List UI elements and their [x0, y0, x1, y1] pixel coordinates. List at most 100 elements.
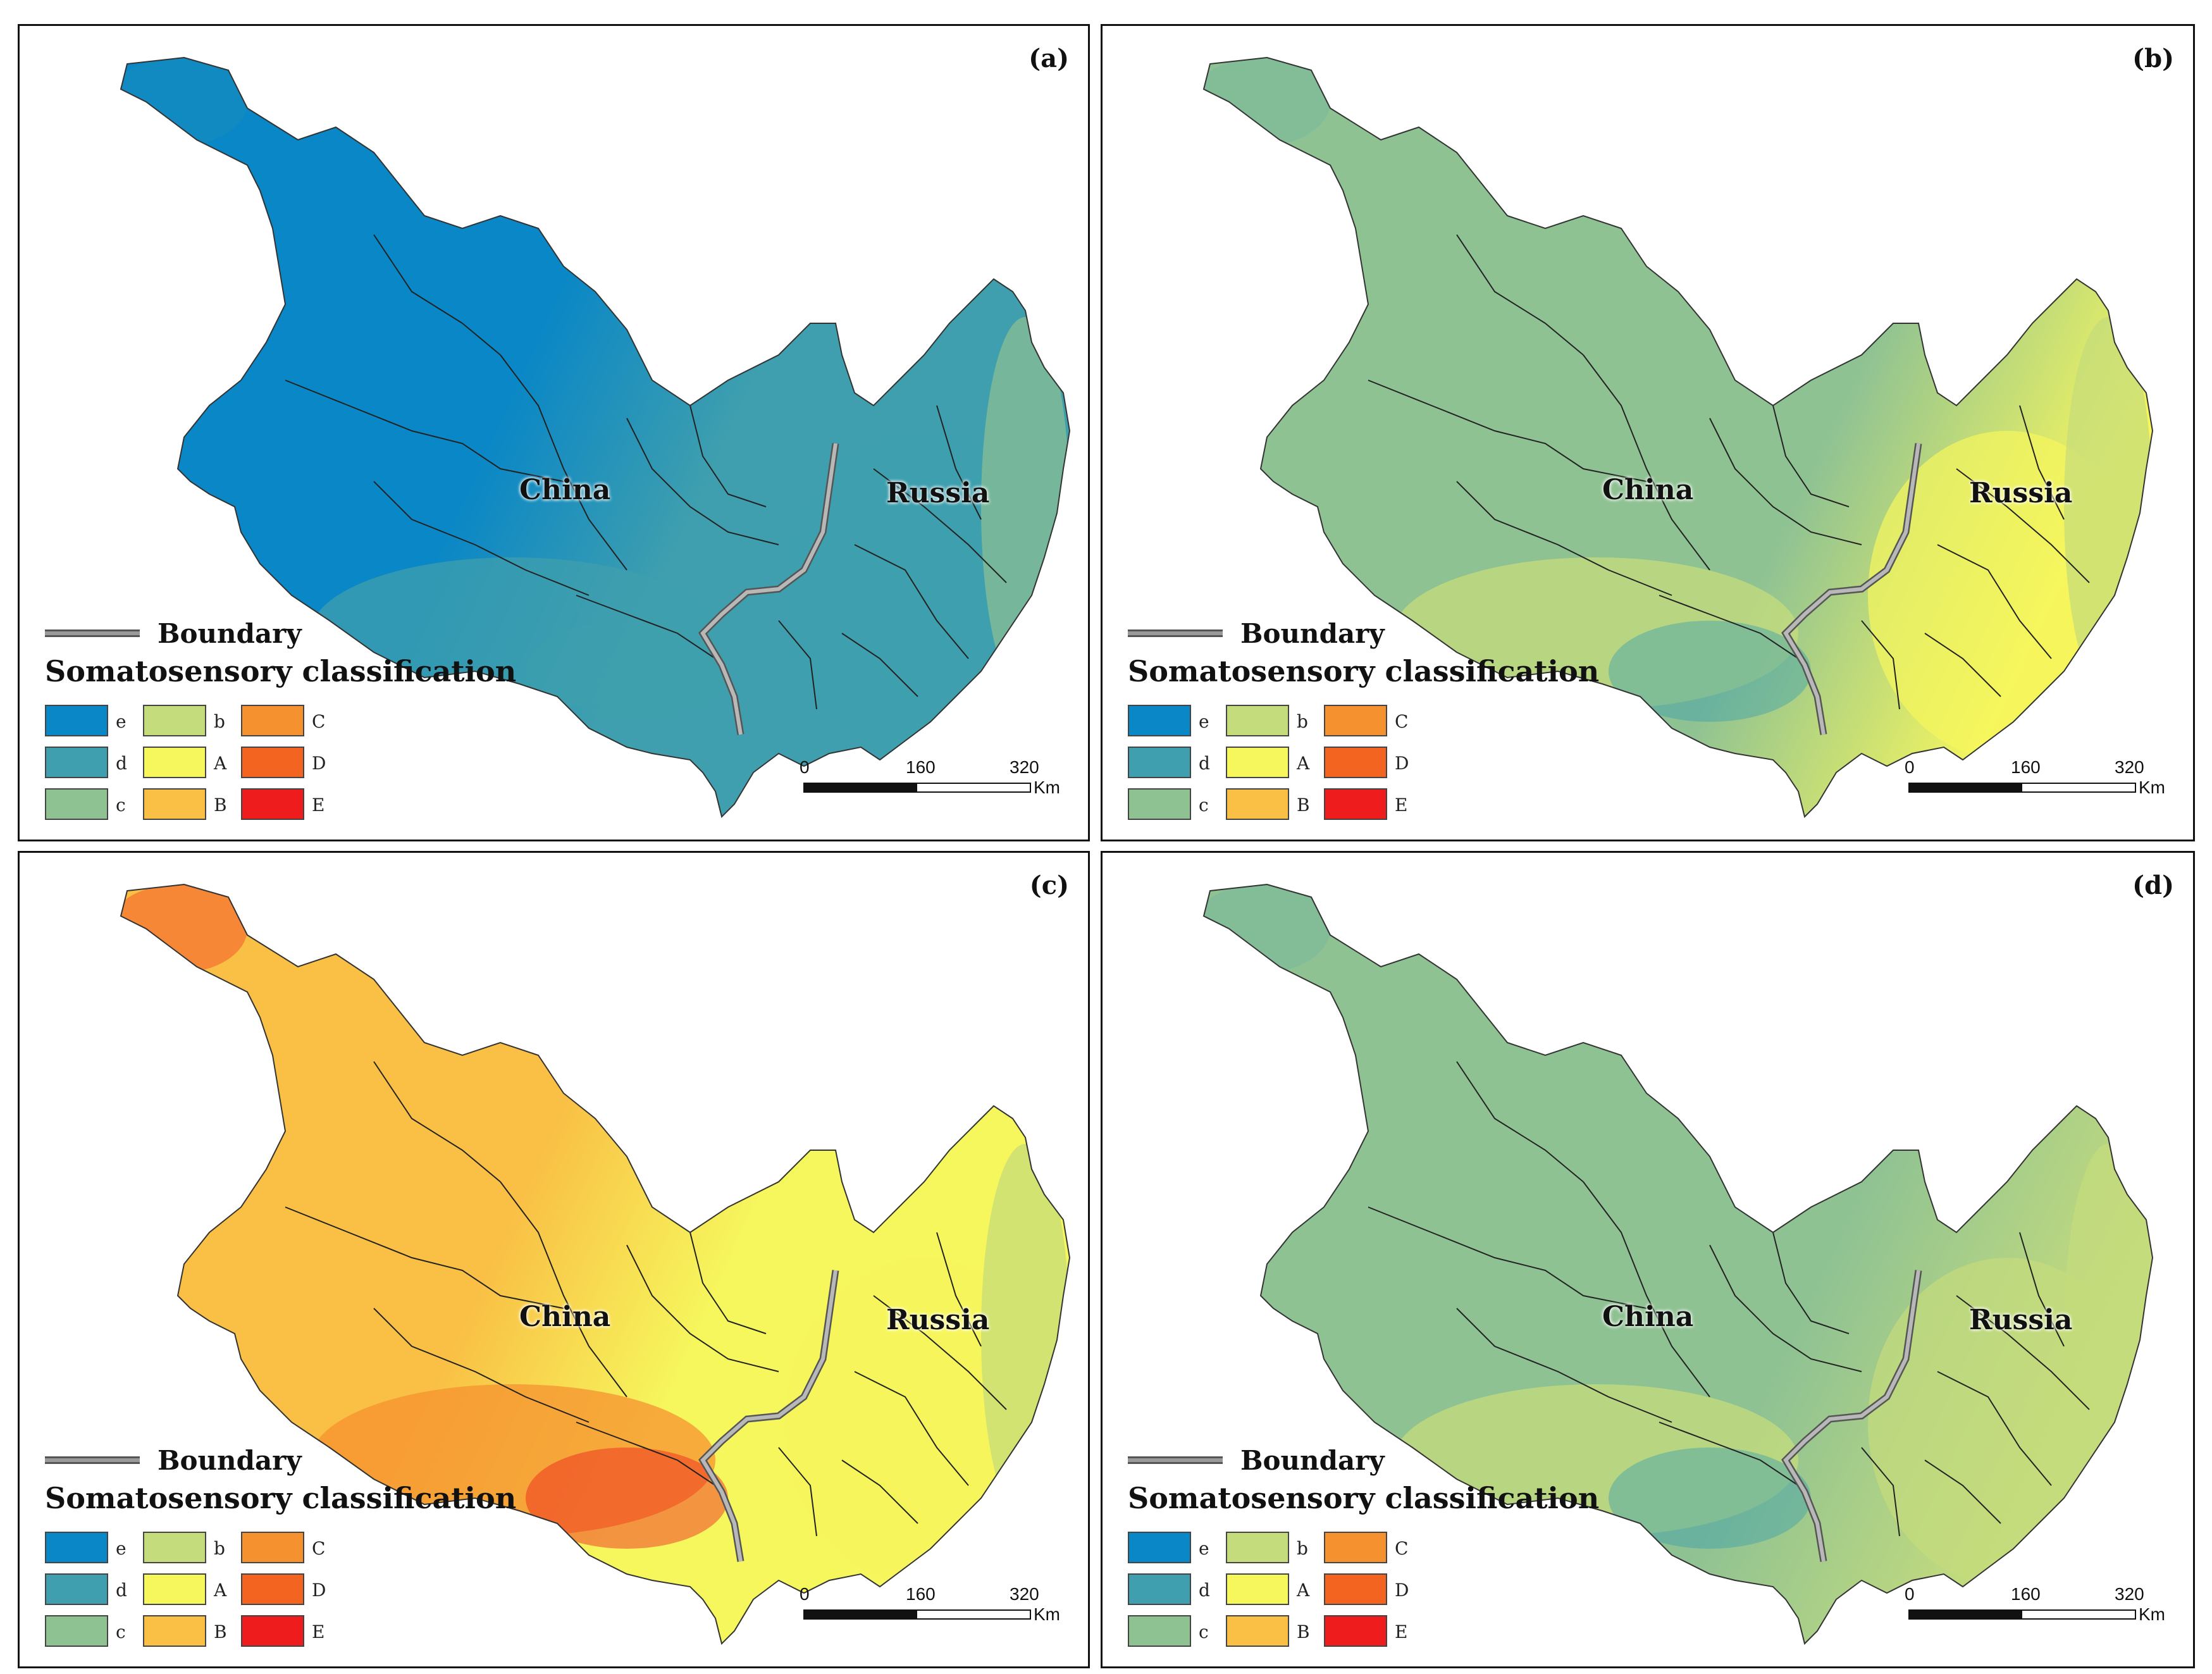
- panel-label: (c): [1029, 871, 1069, 900]
- legend-swatch: [143, 1532, 206, 1563]
- admin-boundary-line: [936, 1232, 982, 1347]
- legend-class-label: C: [312, 1538, 326, 1559]
- legend-class-label: E: [312, 1621, 325, 1642]
- admin-boundary-line: [1956, 1295, 2090, 1410]
- boundary-symbol: [45, 1456, 140, 1464]
- panel-label: (d): [2132, 871, 2174, 900]
- legend-class-label: e: [1199, 1538, 1209, 1559]
- admin-boundary-line: [1583, 354, 1710, 571]
- legend-swatch: [45, 747, 108, 778]
- boundary-label: Boundary: [1240, 617, 1385, 649]
- legend-class-label: C: [1395, 711, 1409, 732]
- admin-boundary-line: [778, 1447, 817, 1537]
- admin-boundary-line: [373, 234, 501, 356]
- legend-class-label: d: [1199, 1580, 1210, 1601]
- scale-bar-graphic: [803, 1609, 1031, 1620]
- scale-tick: 0: [800, 1584, 810, 1604]
- legend-swatch: [1128, 1573, 1191, 1605]
- legend-class-label: A: [1297, 753, 1310, 774]
- scale-bar: 0 160 320 Km: [800, 1584, 1069, 1641]
- legend-swatch: [1324, 1532, 1387, 1563]
- map-canvas: [1202, 56, 2154, 818]
- admin-boundary-line: [1924, 1460, 2001, 1524]
- admin-boundary-line: [1861, 620, 1900, 710]
- legend-swatch: [1128, 1532, 1191, 1563]
- legend-swatch: [143, 1573, 206, 1605]
- legend-swatch: [143, 1615, 206, 1647]
- legend-title: Somatosensory classification: [1128, 1481, 1600, 1515]
- admin-boundary-line: [626, 1244, 779, 1372]
- legend-swatch: [1324, 747, 1387, 778]
- legend-swatch: [45, 1615, 108, 1647]
- legend-class-label: B: [214, 1621, 227, 1642]
- scale-tick: 320: [2115, 1584, 2144, 1604]
- legend-title: Somatosensory classification: [1128, 654, 1600, 688]
- legend-swatch: [45, 1532, 108, 1563]
- legend-swatch: [1226, 747, 1289, 778]
- legend-swatch: [1128, 788, 1191, 820]
- map-canvas: [120, 56, 1071, 818]
- legend-class-label: D: [312, 1580, 326, 1601]
- legend-swatch: [45, 788, 108, 820]
- admin-boundary-line: [1709, 418, 1862, 545]
- country-boundary: [1783, 1270, 1920, 1562]
- admin-boundary-line: [778, 620, 817, 710]
- place-label-china: China: [1602, 1301, 1694, 1333]
- legend-class-label: A: [214, 1580, 227, 1601]
- place-label-china: China: [1602, 474, 1694, 506]
- legend-class-label: c: [1199, 795, 1209, 815]
- region-outline: [120, 883, 1071, 1645]
- legend-swatch: [1128, 705, 1191, 736]
- admin-boundary-line: [1456, 1061, 1584, 1182]
- admin-boundary-line: [1368, 380, 1647, 482]
- scale-tick: 160: [2011, 1584, 2041, 1604]
- legend-class-label: C: [312, 711, 326, 732]
- place-label-china: China: [519, 1301, 611, 1333]
- scale-bar: 0 160 320 Km: [800, 757, 1069, 814]
- admin-boundary-line: [285, 380, 564, 482]
- place-label-russia: Russia: [886, 477, 990, 509]
- legend-class-label: b: [214, 711, 225, 732]
- scale-tick: 320: [2115, 757, 2144, 777]
- scale-tick: 320: [1010, 757, 1039, 777]
- admin-boundary-line: [1659, 1422, 1799, 1486]
- admin-boundary-line: [1772, 1232, 1850, 1334]
- legend-swatch: [1226, 788, 1289, 820]
- admin-boundary-line: [841, 633, 918, 697]
- legend-swatch: [1226, 1615, 1289, 1647]
- legend-class-label: B: [214, 795, 227, 815]
- scale-bar-graphic: [1908, 783, 2136, 793]
- legend-class-label: b: [214, 1538, 225, 1559]
- map-canvas: [1202, 883, 2154, 1645]
- admin-boundary-line: [1956, 468, 2090, 583]
- legend-class-label: A: [1297, 1580, 1310, 1601]
- region-outline: [1202, 883, 2154, 1645]
- boundary-label: Boundary: [1240, 1444, 1385, 1476]
- admin-boundary-line: [854, 1371, 969, 1486]
- admin-boundary-line: [1937, 544, 2052, 659]
- admin-boundary-line: [1861, 1447, 1900, 1537]
- map-canvas: [120, 883, 1071, 1645]
- legend-swatch: [143, 788, 206, 820]
- boundary-symbol: [1128, 1456, 1223, 1464]
- scale-tick: 160: [906, 1584, 936, 1604]
- admin-boundary-line: [576, 1422, 716, 1486]
- admin-boundary-line: [854, 544, 969, 659]
- legend-swatch: [241, 788, 304, 820]
- legend-class-label: D: [1395, 753, 1409, 774]
- legend-swatch: [241, 1573, 304, 1605]
- admin-boundary-line: [1583, 1181, 1710, 1398]
- boundary-label: Boundary: [158, 1444, 302, 1476]
- admin-boundary-line: [689, 405, 767, 507]
- legend-class-label: c: [116, 1621, 126, 1642]
- legend-class-label: b: [1297, 711, 1308, 732]
- admin-boundary-line: [500, 1181, 627, 1398]
- admin-boundary-line: [1772, 405, 1850, 507]
- legend-swatch: [1324, 705, 1387, 736]
- legend-swatch: [1324, 1573, 1387, 1605]
- legend-class-label: d: [116, 1580, 127, 1601]
